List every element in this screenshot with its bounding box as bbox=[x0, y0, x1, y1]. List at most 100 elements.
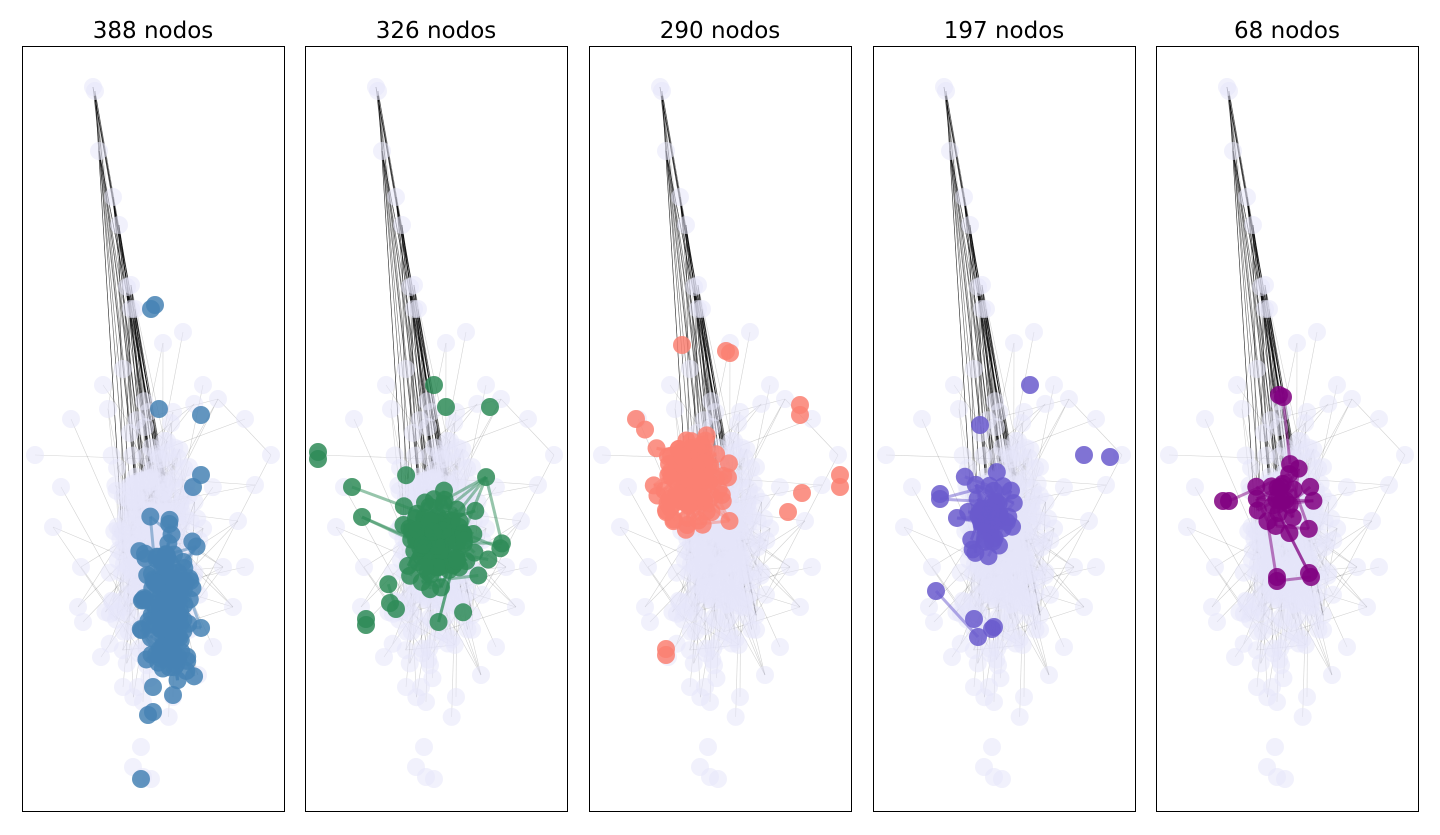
node bbox=[686, 622, 705, 641]
highlight-node bbox=[174, 552, 193, 571]
node bbox=[156, 495, 175, 514]
node bbox=[741, 323, 759, 341]
node bbox=[968, 654, 987, 673]
node bbox=[717, 610, 736, 629]
node bbox=[397, 360, 415, 378]
node bbox=[791, 598, 809, 616]
highlight-node bbox=[447, 549, 466, 568]
highlight-node bbox=[146, 296, 164, 314]
node bbox=[974, 446, 993, 465]
node bbox=[373, 142, 391, 160]
node bbox=[382, 400, 400, 418]
highlight-node bbox=[965, 610, 983, 628]
node bbox=[987, 418, 1005, 436]
node bbox=[990, 403, 1009, 422]
highlight-node bbox=[779, 503, 797, 521]
node bbox=[122, 276, 140, 294]
highlight-node bbox=[627, 410, 645, 428]
highlight-node bbox=[720, 511, 739, 530]
highlight-node bbox=[155, 557, 174, 576]
highlight-node bbox=[1021, 376, 1039, 394]
highlight-node bbox=[999, 507, 1018, 526]
node bbox=[1010, 707, 1029, 726]
node bbox=[1040, 666, 1058, 684]
node bbox=[955, 188, 973, 206]
highlight-edge bbox=[484, 476, 504, 544]
highlight-node bbox=[381, 594, 399, 612]
node bbox=[877, 446, 895, 464]
node bbox=[442, 707, 461, 726]
node bbox=[44, 518, 62, 536]
node bbox=[90, 142, 108, 160]
node bbox=[377, 376, 395, 394]
node bbox=[983, 738, 1001, 756]
node bbox=[731, 403, 749, 421]
network-graph-2 bbox=[309, 78, 563, 788]
node bbox=[229, 512, 247, 530]
node bbox=[619, 478, 637, 496]
node bbox=[1015, 688, 1033, 706]
node bbox=[951, 634, 970, 653]
panel-title-1: 388 nodos bbox=[92, 18, 214, 44]
node bbox=[977, 300, 995, 318]
node bbox=[1065, 558, 1083, 576]
node bbox=[236, 558, 254, 576]
highlight-node bbox=[931, 490, 949, 508]
highlight-node bbox=[429, 613, 448, 632]
node bbox=[681, 360, 699, 378]
network-panel-2 bbox=[305, 46, 568, 812]
network-graph-4 bbox=[877, 78, 1131, 788]
node bbox=[224, 598, 242, 616]
node bbox=[86, 82, 104, 100]
node bbox=[375, 648, 393, 666]
highlight-node bbox=[183, 532, 202, 551]
node bbox=[593, 446, 611, 464]
node bbox=[345, 410, 363, 428]
highlight-node bbox=[714, 466, 733, 485]
node bbox=[731, 688, 749, 706]
node bbox=[154, 334, 172, 352]
edge bbox=[401, 224, 435, 483]
node bbox=[1004, 449, 1023, 468]
panel-title-3: 290 nodos bbox=[659, 18, 781, 44]
node bbox=[92, 648, 110, 666]
node bbox=[1017, 512, 1036, 531]
node bbox=[1054, 478, 1073, 497]
node bbox=[1032, 538, 1051, 557]
highlight-node bbox=[689, 511, 708, 530]
node bbox=[436, 449, 455, 468]
node bbox=[945, 376, 963, 394]
node bbox=[1045, 376, 1063, 394]
node bbox=[757, 585, 776, 604]
highlight-node bbox=[687, 467, 706, 486]
node bbox=[94, 376, 112, 394]
node bbox=[385, 446, 404, 465]
highlight-node bbox=[141, 507, 160, 526]
node bbox=[115, 597, 134, 616]
highlight-node bbox=[831, 478, 849, 496]
node bbox=[409, 300, 427, 318]
highlight-node bbox=[147, 573, 166, 592]
node bbox=[155, 431, 174, 450]
node bbox=[406, 446, 425, 465]
node bbox=[611, 518, 629, 536]
node bbox=[412, 678, 430, 696]
highlight-node bbox=[976, 532, 995, 551]
node bbox=[113, 487, 132, 506]
node bbox=[925, 613, 943, 631]
highlight-layer bbox=[309, 376, 511, 634]
node bbox=[706, 403, 725, 422]
highlight-node bbox=[969, 628, 987, 646]
highlight-node bbox=[357, 616, 375, 634]
node bbox=[437, 334, 455, 352]
highlight-node bbox=[682, 432, 701, 451]
panel-title-4: 197 nodos bbox=[943, 18, 1065, 44]
node bbox=[965, 360, 983, 378]
node bbox=[781, 558, 799, 576]
node bbox=[1025, 323, 1043, 341]
highlight-node bbox=[185, 667, 204, 686]
node bbox=[671, 188, 689, 206]
highlight-node bbox=[712, 485, 731, 504]
node bbox=[107, 610, 126, 629]
node bbox=[1036, 563, 1055, 582]
